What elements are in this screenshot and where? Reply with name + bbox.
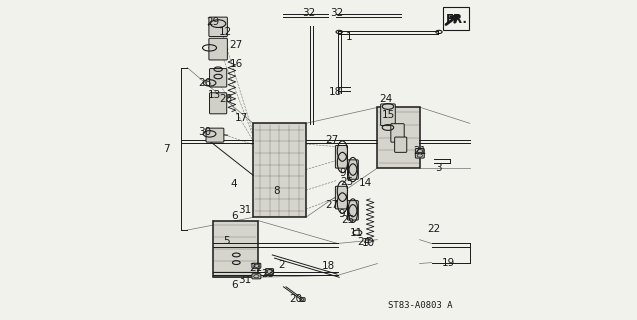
Text: 27: 27 bbox=[326, 135, 338, 145]
Text: 32: 32 bbox=[302, 8, 315, 18]
FancyBboxPatch shape bbox=[252, 263, 261, 268]
Text: 27: 27 bbox=[230, 40, 243, 50]
Text: 4: 4 bbox=[231, 179, 238, 189]
Text: 11: 11 bbox=[350, 228, 362, 238]
FancyBboxPatch shape bbox=[336, 146, 348, 168]
Text: 6: 6 bbox=[231, 280, 238, 290]
Text: 21: 21 bbox=[249, 263, 262, 273]
FancyBboxPatch shape bbox=[415, 148, 424, 154]
Bar bbox=[253, 123, 306, 217]
Text: 7: 7 bbox=[163, 144, 169, 154]
Text: 31: 31 bbox=[238, 276, 251, 285]
Text: 18: 18 bbox=[329, 87, 341, 98]
Text: 10: 10 bbox=[361, 238, 375, 248]
Text: 8: 8 bbox=[273, 186, 280, 196]
FancyBboxPatch shape bbox=[265, 269, 273, 274]
FancyBboxPatch shape bbox=[348, 160, 359, 179]
Bar bbox=[213, 220, 258, 277]
Bar bbox=[443, 7, 469, 30]
Text: 23: 23 bbox=[262, 269, 275, 279]
FancyBboxPatch shape bbox=[210, 93, 227, 114]
Text: 25: 25 bbox=[340, 177, 353, 187]
Text: 22: 22 bbox=[427, 224, 440, 235]
Text: 2: 2 bbox=[278, 260, 285, 270]
FancyBboxPatch shape bbox=[415, 153, 424, 158]
Text: 13: 13 bbox=[208, 90, 220, 100]
FancyBboxPatch shape bbox=[300, 298, 305, 301]
Text: 29: 29 bbox=[206, 17, 219, 28]
FancyBboxPatch shape bbox=[348, 201, 359, 220]
Text: 6: 6 bbox=[231, 211, 238, 221]
Text: 18: 18 bbox=[322, 261, 335, 271]
Text: 25: 25 bbox=[341, 215, 354, 225]
Text: 31: 31 bbox=[238, 205, 251, 215]
Text: 9: 9 bbox=[338, 209, 345, 219]
FancyBboxPatch shape bbox=[381, 104, 396, 125]
Text: 28: 28 bbox=[219, 94, 232, 104]
Text: 21: 21 bbox=[413, 146, 426, 156]
Text: 30: 30 bbox=[198, 127, 211, 137]
FancyBboxPatch shape bbox=[391, 124, 404, 142]
Text: 26: 26 bbox=[198, 78, 211, 88]
FancyBboxPatch shape bbox=[210, 68, 227, 87]
Text: 17: 17 bbox=[235, 113, 248, 123]
Text: 1: 1 bbox=[345, 32, 352, 42]
Text: 16: 16 bbox=[230, 59, 243, 69]
FancyBboxPatch shape bbox=[209, 17, 227, 36]
Text: FR.: FR. bbox=[446, 13, 468, 26]
Text: 3: 3 bbox=[434, 163, 441, 173]
Text: ST83-A0803 A: ST83-A0803 A bbox=[387, 301, 452, 310]
Text: 14: 14 bbox=[359, 178, 372, 188]
Text: 24: 24 bbox=[380, 94, 392, 104]
FancyBboxPatch shape bbox=[252, 274, 261, 279]
FancyBboxPatch shape bbox=[336, 186, 348, 209]
FancyBboxPatch shape bbox=[395, 137, 407, 152]
Text: 27: 27 bbox=[326, 200, 338, 210]
Text: 19: 19 bbox=[442, 258, 455, 268]
Text: 32: 32 bbox=[331, 8, 343, 18]
FancyBboxPatch shape bbox=[209, 38, 227, 60]
Text: 20: 20 bbox=[289, 293, 302, 304]
FancyBboxPatch shape bbox=[206, 128, 224, 142]
Bar bbox=[378, 108, 420, 168]
Text: 15: 15 bbox=[382, 110, 394, 120]
Text: 9: 9 bbox=[339, 168, 346, 178]
Text: 24: 24 bbox=[357, 237, 370, 247]
Text: 12: 12 bbox=[219, 27, 232, 37]
Text: 5: 5 bbox=[223, 236, 229, 246]
